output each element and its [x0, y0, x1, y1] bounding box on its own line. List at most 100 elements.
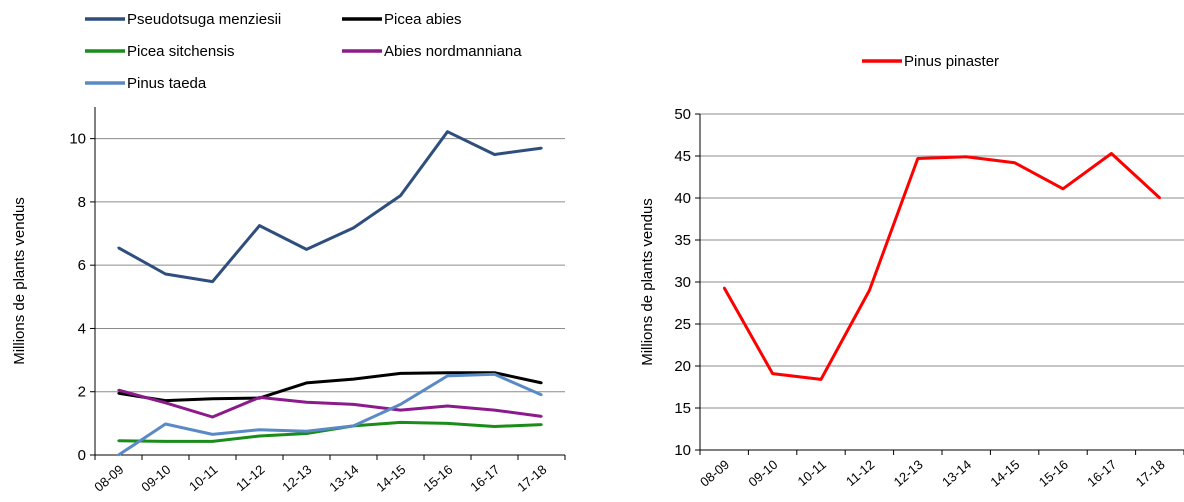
- y-axis-label: Millions de plants vendus: [639, 198, 656, 366]
- data-point: [1013, 161, 1016, 164]
- data-point: [117, 453, 120, 457]
- x-tick-label: 10-11: [795, 457, 829, 489]
- x-tick-label: 09-10: [745, 457, 780, 490]
- data-point: [399, 372, 402, 375]
- x-tick-label: 12-13: [891, 457, 926, 490]
- x-tick-label: 16-17: [1084, 457, 1119, 490]
- data-point: [493, 408, 496, 412]
- x-tick-label: 13-14: [939, 457, 974, 490]
- y-axis-label: Millions de plants vendus: [11, 197, 28, 365]
- chart-2: 10 15 20 25 30 35 40 45 50 08-09 09-10 10-11 11-12 12…: [639, 53, 1184, 490]
- x-tick-label: 11-12: [843, 457, 877, 489]
- y-tick-label: 10: [674, 442, 691, 459]
- legend-label: Pseudotsuga menziesii: [127, 11, 281, 28]
- y-tick-label: 2: [78, 384, 86, 401]
- series-line-pseudotsuga-menziesii: [117, 130, 542, 284]
- data-point: [446, 130, 449, 133]
- data-point: [117, 246, 120, 249]
- x-tick-label: 08-09: [91, 462, 126, 495]
- data-point: [399, 408, 402, 412]
- x-tick-label: 13-14: [326, 462, 361, 495]
- data-point: [493, 153, 496, 156]
- data-point: [211, 397, 214, 400]
- series-line-picea-sitchensis: [118, 420, 542, 443]
- data-point: [305, 432, 308, 435]
- series-line-picea-abies: [118, 371, 542, 403]
- data-point: [164, 440, 167, 443]
- data-point: [352, 377, 355, 381]
- data-point: [211, 433, 214, 436]
- data-point: [1061, 187, 1065, 190]
- data-point: [164, 422, 167, 426]
- data-point: [399, 421, 402, 424]
- data-point: [305, 400, 308, 404]
- data-point: [446, 371, 449, 374]
- data-point: [117, 392, 120, 395]
- x-tick-label: 08-09: [697, 457, 732, 490]
- y-tick-label: 4: [78, 320, 86, 337]
- y-tick-label: 20: [674, 358, 691, 375]
- data-point: [493, 425, 496, 428]
- series-line-pinus-pinaster: [722, 152, 1161, 381]
- y-tick-label: 6: [78, 257, 86, 274]
- x-tick-label: 16-17: [467, 462, 502, 495]
- x-tick-label: 17-18: [1133, 457, 1168, 490]
- data-point: [258, 396, 261, 399]
- data-point: [258, 428, 261, 431]
- data-point: [540, 423, 543, 426]
- y-tick-label: 10: [69, 131, 86, 148]
- data-point: [305, 430, 308, 433]
- legend-label: Abies nordmanniana: [384, 43, 522, 60]
- data-point: [117, 439, 120, 442]
- y-tick-label: 50: [674, 106, 691, 123]
- data-point: [1110, 152, 1113, 155]
- data-point: [916, 157, 919, 160]
- data-point: [771, 372, 774, 375]
- data-point: [399, 194, 402, 197]
- data-point: [446, 374, 449, 378]
- data-point: [540, 146, 543, 150]
- data-point: [211, 415, 214, 419]
- data-point: [117, 388, 120, 392]
- legend-label: Picea abies: [384, 11, 462, 28]
- data-point: [965, 155, 968, 159]
- x-tick-label: 15-16: [1036, 457, 1071, 490]
- data-point: [868, 289, 871, 292]
- x-tick-label: 17-18: [514, 462, 549, 495]
- legend-label: Pinus pinaster: [904, 53, 999, 70]
- y-tick-label: 8: [78, 194, 86, 211]
- data-point: [493, 373, 496, 376]
- data-point: [164, 272, 167, 276]
- x-tick-label: 11-12: [233, 462, 267, 494]
- legend-label: Pinus taeda: [127, 75, 207, 92]
- data-point: [164, 401, 167, 404]
- data-point: [352, 226, 355, 230]
- data-point: [540, 393, 543, 397]
- y-tick-label: 40: [674, 190, 691, 207]
- data-point: [540, 381, 543, 385]
- data-point: [399, 403, 402, 406]
- x-tick-label: 09-10: [138, 462, 173, 495]
- series-line-abies-nordmanniana: [118, 388, 542, 419]
- chart-1: 0 2 4 6 8 10 08-09 09-10 10-11 11-12 12-13 13-14 14-…: [11, 11, 566, 495]
- data-point: [352, 403, 355, 406]
- x-tick-label: 12-13: [279, 462, 314, 495]
- series-line-pinus-taeda: [117, 372, 543, 457]
- data-point: [446, 422, 449, 425]
- data-point: [540, 415, 543, 418]
- data-point: [1158, 196, 1162, 200]
- data-point: [723, 286, 726, 290]
- data-point: [446, 404, 449, 408]
- x-tick-label: 15-16: [420, 462, 455, 495]
- y-tick-label: 15: [674, 400, 691, 417]
- y-tick-label: 30: [674, 274, 691, 291]
- data-point: [211, 440, 214, 443]
- data-point: [305, 381, 308, 385]
- data-point: [352, 424, 355, 428]
- data-point: [258, 434, 261, 438]
- data-point: [211, 280, 214, 283]
- x-tick-label: 14-15: [373, 462, 408, 495]
- legend-label: Picea sitchensis: [127, 43, 235, 60]
- y-tick-label: 35: [674, 232, 691, 249]
